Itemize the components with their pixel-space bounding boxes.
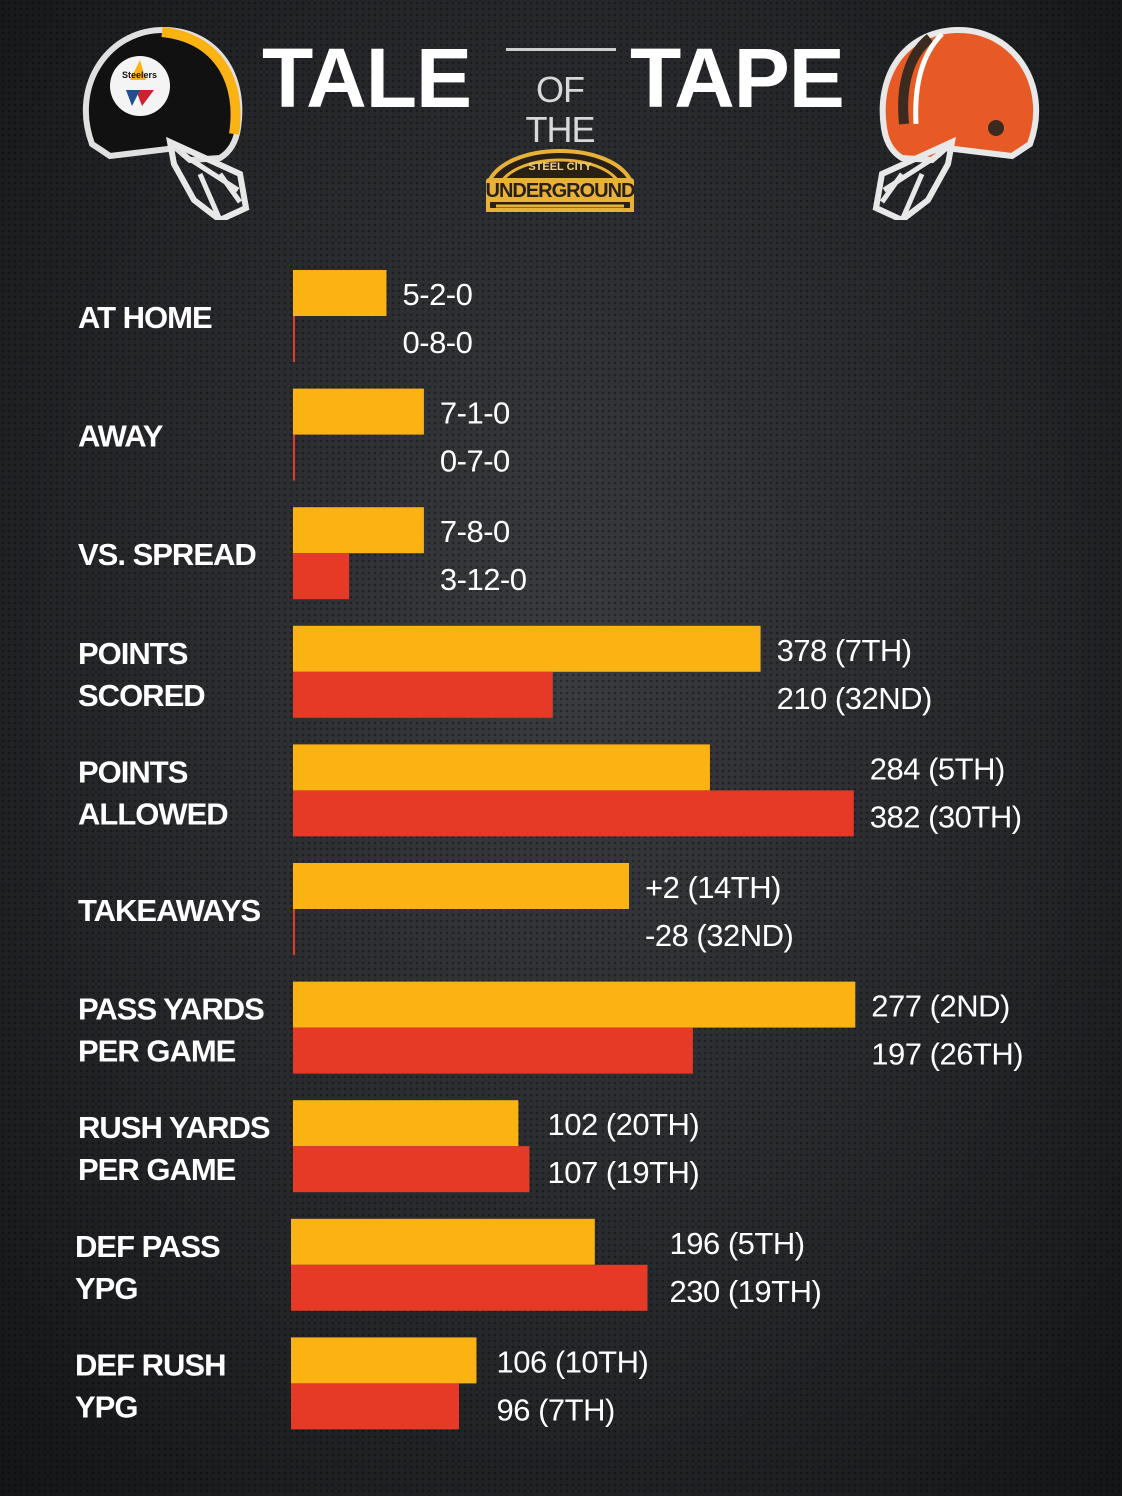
title-middle: OF THE — [525, 69, 596, 150]
category-label: SCORED — [78, 678, 205, 713]
steel-city-underground-logo: STEEL CITY UNDERGROUND — [484, 134, 636, 218]
bar-team2 — [293, 553, 350, 600]
category-label: TAKEAWAYS — [78, 893, 261, 928]
bar-team1 — [293, 981, 856, 1028]
value-label-team2: 197 (26TH) — [871, 1037, 1023, 1072]
title-rule — [506, 48, 616, 51]
badge-main-text: UNDERGROUND — [486, 180, 636, 202]
bar-team1 — [293, 1100, 519, 1147]
category-group: VS. SPREAD 7-8-0 3-12-0 — [78, 507, 527, 600]
steelers-helmet-icon: Steelers — [70, 24, 250, 224]
category-label: AT HOME — [78, 300, 212, 335]
value-label-team1: 106 (10TH) — [497, 1344, 649, 1379]
title-left: TALE — [262, 31, 472, 125]
value-label-team1: 277 (2ND) — [871, 989, 1010, 1024]
bar-team2 — [293, 1146, 530, 1193]
category-group: TAKEAWAYS +2 (14TH) -28 (32ND) — [78, 863, 794, 955]
browns-helmet-icon — [870, 24, 1052, 224]
value-label-team1: 378 (7TH) — [777, 633, 912, 668]
value-label-team1: 102 (20TH) — [547, 1107, 699, 1142]
category-label: RUSH YARDS — [78, 1110, 270, 1145]
value-label-team2: 210 (32ND) — [777, 681, 932, 716]
value-label-team2: 230 (19TH) — [670, 1274, 822, 1309]
bar-team1 — [293, 388, 424, 435]
category-label: PASS YARDS — [78, 992, 264, 1027]
bar-team2 — [293, 790, 854, 837]
value-label-team1: 5-2-0 — [403, 277, 473, 312]
category-label: POINTS — [78, 636, 188, 671]
bar-team1 — [293, 270, 387, 316]
bar-team1 — [293, 863, 629, 909]
category-label: DEF PASS — [75, 1229, 220, 1264]
title-right: TAPE — [630, 31, 845, 125]
value-label-team2: 382 (30TH) — [870, 799, 1022, 834]
category-group: AWAY 7-1-0 0-7-0 — [78, 388, 511, 481]
bar-team2 — [293, 671, 553, 718]
value-label-team2: 0-7-0 — [440, 444, 510, 479]
category-label: PER GAME — [78, 1034, 236, 1069]
value-label-team2: -28 (32ND) — [645, 918, 793, 953]
category-label: VS. SPREAD — [78, 537, 256, 572]
value-label-team1: 196 (5TH) — [670, 1226, 805, 1261]
category-label: AWAY — [78, 419, 164, 454]
bar-team1 — [293, 507, 424, 554]
bar-team2 — [293, 1027, 693, 1074]
value-label-team2: 107 (19TH) — [547, 1155, 699, 1190]
category-label: DEF RUSH — [75, 1347, 225, 1382]
steelers-helmet-text: Steelers — [122, 70, 157, 80]
category-label: ALLOWED — [78, 796, 228, 831]
value-label-team2: 0-8-0 — [403, 325, 473, 360]
category-group: DEF RUSH YPG 106 (10TH) 96 (7TH) — [75, 1337, 649, 1430]
bar-team2 — [293, 434, 295, 481]
category-group: AT HOME 5-2-0 0-8-0 — [78, 270, 473, 362]
category-group: DEF PASS YPG 196 (5TH) 230 (19TH) — [75, 1218, 822, 1311]
category-label: YPG — [75, 1271, 137, 1306]
bar-team2 — [293, 316, 295, 362]
value-label-team1: 284 (5TH) — [870, 751, 1005, 786]
category-group: POINTS ALLOWED 284 (5TH) 382 (30TH) — [78, 744, 1022, 837]
category-label: POINTS — [78, 754, 188, 789]
category-group: PASS YARDS PER GAME 277 (2ND) 197 (26TH) — [78, 981, 1024, 1074]
value-label-team2: 3-12-0 — [440, 562, 527, 597]
bar-team1 — [291, 1218, 595, 1265]
bar-team2 — [291, 1383, 459, 1430]
value-label-team2: 96 (7TH) — [497, 1392, 615, 1427]
category-label: PER GAME — [78, 1152, 236, 1187]
bar-team1 — [293, 744, 710, 791]
value-label-team1: 7-1-0 — [440, 396, 510, 431]
bar-team2 — [293, 909, 295, 955]
category-group: POINTS SCORED 378 (7TH) 210 (32ND) — [78, 625, 932, 718]
badge-top-text: STEEL CITY — [528, 161, 592, 173]
value-label-team1: +2 (14TH) — [645, 870, 781, 905]
bar-team2 — [291, 1264, 648, 1311]
bar-team1 — [291, 1337, 477, 1384]
value-label-team1: 7-8-0 — [440, 514, 510, 549]
title: TALE OF THE TAPE — [262, 30, 862, 150]
category-label: YPG — [75, 1389, 137, 1424]
bar-team1 — [293, 625, 761, 672]
category-group: RUSH YARDS PER GAME 102 (20TH) 107 (19TH) — [78, 1100, 700, 1193]
